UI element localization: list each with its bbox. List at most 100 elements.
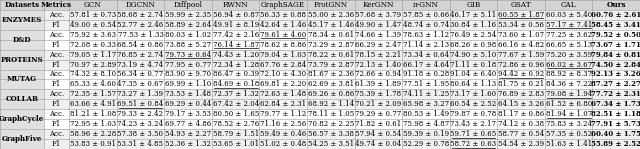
Bar <box>450 109 497 119</box>
Text: 68.54 ± 0.86: 68.54 ± 0.86 <box>117 41 164 49</box>
Bar <box>116 30 164 40</box>
Bar <box>69 89 116 99</box>
Bar <box>593 89 640 99</box>
Bar <box>545 50 593 60</box>
Text: 53.34 ± 0.56: 53.34 ± 0.56 <box>498 21 544 29</box>
Bar <box>259 70 307 79</box>
Bar <box>593 30 640 40</box>
Bar <box>69 79 116 89</box>
Text: 60.03 ± 5.40: 60.03 ± 5.40 <box>545 11 592 19</box>
Bar <box>69 99 116 109</box>
Text: 77.42 ± 2.16: 77.42 ± 2.16 <box>212 31 259 39</box>
Text: F1: F1 <box>52 60 61 69</box>
Bar <box>450 129 497 139</box>
Bar <box>307 10 355 20</box>
Bar <box>545 20 593 30</box>
Text: 56.33 ± 0.88: 56.33 ± 0.88 <box>260 11 306 19</box>
Bar <box>593 79 640 89</box>
Text: 77.51 ± 1.95: 77.51 ± 1.95 <box>403 80 449 89</box>
Text: 69.81 ± 2.20: 69.81 ± 2.20 <box>260 80 307 89</box>
Bar <box>259 10 307 20</box>
Text: 62.84 ± 2.31: 62.84 ± 2.31 <box>260 100 307 108</box>
Bar <box>402 70 450 79</box>
Bar <box>44 0 69 10</box>
Bar <box>0 89 44 109</box>
Bar <box>69 109 116 119</box>
Text: 66.02 ± 3.67: 66.02 ± 3.67 <box>545 60 592 69</box>
Text: 75.92 ± 3.63: 75.92 ± 3.63 <box>70 31 116 39</box>
Bar <box>0 129 44 149</box>
Text: 79.77 ± 1.12: 79.77 ± 1.12 <box>260 110 307 118</box>
Text: 59.39 ± 0.19: 59.39 ± 0.19 <box>403 130 449 138</box>
Text: Diffpool: Diffpool <box>173 1 202 9</box>
Text: 91.04 ± 6.40: 91.04 ± 6.40 <box>451 70 497 79</box>
Bar <box>497 10 545 20</box>
Text: 55.00 ± 2.36: 55.00 ± 2.36 <box>308 11 354 19</box>
Bar <box>355 119 402 129</box>
Text: 86.47 ± 0.39: 86.47 ± 0.39 <box>212 70 259 79</box>
Text: 73.43 ± 2.17: 73.43 ± 2.17 <box>451 120 497 128</box>
Text: 79.73 ± 0.64: 79.73 ± 0.64 <box>165 51 211 59</box>
Bar <box>497 30 545 40</box>
Bar <box>116 129 164 139</box>
Text: 77.72 ± 2.31: 77.72 ± 2.31 <box>591 90 640 98</box>
Bar <box>164 70 212 79</box>
Bar <box>307 129 355 139</box>
Bar <box>259 20 307 30</box>
Text: 30.84 ± 1.16: 30.84 ± 1.16 <box>451 21 497 29</box>
Bar <box>355 89 402 99</box>
Bar <box>69 129 116 139</box>
Text: 72.10 ± 4.30: 72.10 ± 4.30 <box>260 70 307 79</box>
Bar <box>212 40 259 50</box>
Bar <box>307 0 355 10</box>
Text: 92.13 ± 3.26: 92.13 ± 3.26 <box>591 70 640 79</box>
Bar <box>44 79 69 89</box>
Text: 73.34 ± 0.64: 73.34 ± 0.64 <box>403 51 449 59</box>
Text: F1: F1 <box>52 140 61 148</box>
Text: 49.00 ± 0.54: 49.00 ± 0.54 <box>70 21 116 29</box>
Text: 79.84 ± 0.81: 79.84 ± 0.81 <box>591 51 640 59</box>
Text: 56.94 ± 0.87: 56.94 ± 0.87 <box>212 11 259 19</box>
Bar <box>44 129 69 139</box>
Bar <box>450 119 497 129</box>
Text: GCN: GCN <box>84 1 102 9</box>
Text: 57.81 ± 0.73: 57.81 ± 0.73 <box>70 11 116 19</box>
Text: 75.20 ± 3.59: 75.20 ± 3.59 <box>545 51 592 59</box>
Text: 52.77 ± 2.46: 52.77 ± 2.46 <box>117 21 164 29</box>
Bar <box>44 109 69 119</box>
Text: 70.97 ± 2.89: 70.97 ± 2.89 <box>70 60 116 69</box>
Bar <box>116 10 164 20</box>
Bar <box>307 30 355 40</box>
Bar <box>307 50 355 60</box>
Bar <box>259 129 307 139</box>
Text: 80.53 ± 1.49: 80.53 ± 1.49 <box>403 110 449 118</box>
Text: 78.52 ± 2.76: 78.52 ± 2.76 <box>212 120 259 128</box>
Bar <box>259 109 307 119</box>
Bar <box>116 119 164 129</box>
Text: 57.38 ± 3.50: 57.38 ± 3.50 <box>118 130 163 138</box>
Text: 81.67 ± 2.36: 81.67 ± 2.36 <box>308 70 354 79</box>
Text: 87.27 ± 2.27: 87.27 ± 2.27 <box>591 80 640 89</box>
Bar <box>69 40 116 50</box>
Bar <box>44 40 69 50</box>
Bar <box>593 119 640 129</box>
Text: 72.66 ± 0.94: 72.66 ± 0.94 <box>355 70 401 79</box>
Text: Acc.: Acc. <box>49 90 64 98</box>
Bar <box>259 0 307 10</box>
Bar <box>497 99 545 109</box>
Text: 83.90 ± 9.70: 83.90 ± 9.70 <box>165 70 211 79</box>
Text: 58.79 ± 1.51: 58.79 ± 1.51 <box>212 130 259 138</box>
Bar <box>164 119 212 129</box>
Text: 71.16 ± 2.56: 71.16 ± 2.56 <box>260 120 307 128</box>
Bar <box>0 30 44 50</box>
Bar <box>69 50 116 60</box>
Text: 73.53 ± 1.48: 73.53 ± 1.48 <box>165 90 211 98</box>
Text: 84.36 ± 7.22: 84.36 ± 7.22 <box>545 80 592 89</box>
Bar <box>212 0 259 10</box>
Text: 56.34 ± 0.77: 56.34 ± 0.77 <box>117 70 164 79</box>
Bar <box>593 129 640 139</box>
Text: 58.89 ± 2.64: 58.89 ± 2.64 <box>165 21 211 29</box>
Bar <box>69 70 116 79</box>
Text: 77.67 ± 1.59: 77.67 ± 1.59 <box>498 51 544 59</box>
Text: 73.17 ± 1.60: 73.17 ± 1.60 <box>451 90 497 98</box>
